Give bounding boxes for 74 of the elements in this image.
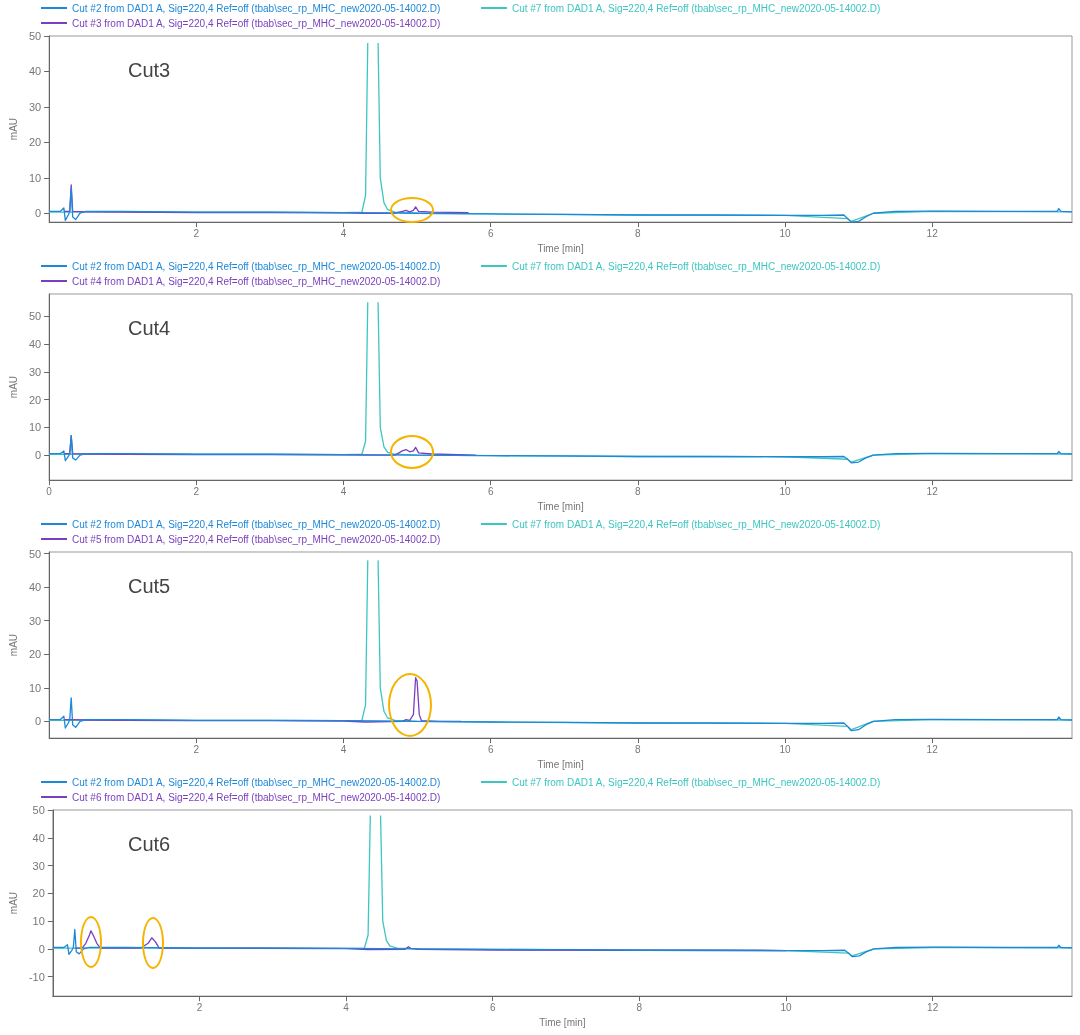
x-tick-label: 4 (340, 485, 347, 497)
x-tick-label: 10 (779, 485, 792, 497)
x-tick-label: 2 (196, 1001, 203, 1013)
annotation: Cut6 (128, 833, 171, 855)
y-tick-label: 30 (28, 614, 42, 627)
y-tick-label: 50 (32, 804, 45, 816)
legend-label: Cut #6 from DAD1 A, Sig=220,4 Ref=off (tbab\sec_rp_MHC_new2020-05-14002.D) (72, 791, 441, 803)
x-tick-label: 12 (927, 1001, 939, 1013)
legend-label: Cut #2 from DAD1 A, Sig=220,4 Ref=off (tbab\sec_rp_MHC_new2020-05-14002.D) (72, 518, 441, 530)
legend-label: Cut #7 from DAD1 A, Sig=220,4 Ref=off (tbab\sec_rp_MHC_new2020-05-14002.D) (511, 776, 881, 788)
y-tick-label: 10 (28, 681, 42, 694)
x-tick-label: 8 (635, 485, 642, 497)
x-axis-title: Time [min] (537, 500, 584, 512)
x-tick-label: 12 (926, 227, 939, 239)
annotation: Cut4 (128, 317, 171, 339)
y-tick-label: 20 (28, 648, 42, 661)
x-tick-label: 10 (780, 1001, 793, 1013)
legend-label: Cut #4 from DAD1 A, Sig=220,4 Ref=off (tbab\sec_rp_MHC_new2020-05-14002.D) (72, 275, 441, 287)
legend-label: Cut #7 from DAD1 A, Sig=220,4 Ref=off (tbab\sec_rp_MHC_new2020-05-14002.D) (511, 2, 881, 14)
y-tick-label: 50 (28, 30, 42, 42)
x-tick-label: 2 (193, 485, 200, 497)
y-tick-label: 40 (28, 338, 42, 350)
y-axis-title: mAU (7, 633, 19, 657)
x-tick-label: 6 (487, 485, 494, 497)
y-tick-label: 30 (28, 365, 42, 378)
legend-label: Cut #2 from DAD1 A, Sig=220,4 Ref=off (tbab\sec_rp_MHC_new2020-05-14002.D) (72, 776, 441, 788)
y-tick-label: 40 (32, 831, 45, 844)
x-tick-label: 6 (487, 227, 494, 239)
y-axis-title: mAU (7, 117, 19, 141)
x-axis-title: Time [min] (537, 242, 584, 254)
y-tick-label: 30 (32, 859, 45, 872)
y-tick-label: 50 (28, 547, 42, 560)
legend-label: Cut #3 from DAD1 A, Sig=220,4 Ref=off (tbab\sec_rp_MHC_new2020-05-14002.D) (72, 17, 441, 29)
y-axis-title: mAU (7, 375, 19, 399)
y-axis-title: mAU (7, 891, 19, 915)
x-tick-label: 12 (926, 743, 939, 755)
y-tick-label: -10 (28, 970, 45, 983)
x-tick-label: 8 (635, 227, 642, 239)
x-tick-label: 8 (636, 1001, 643, 1013)
x-tick-label: 12 (926, 485, 939, 497)
x-tick-label: 4 (340, 743, 347, 755)
y-tick-label: 50 (28, 310, 42, 323)
legend-label: Cut #2 from DAD1 A, Sig=220,4 Ref=off (tbab\sec_rp_MHC_new2020-05-14002.D) (72, 2, 441, 14)
x-tick-label: 4 (340, 227, 347, 239)
legend-label: Cut #7 from DAD1 A, Sig=220,4 Ref=off (tbab\sec_rp_MHC_new2020-05-14002.D) (511, 260, 881, 272)
x-tick-label: 0 (46, 485, 53, 497)
y-tick-label: 0 (35, 715, 42, 728)
annotation: Cut5 (128, 575, 171, 597)
y-tick-label: 30 (28, 100, 42, 113)
legend-label: Cut #2 from DAD1 A, Sig=220,4 Ref=off (tbab\sec_rp_MHC_new2020-05-14002.D) (72, 260, 441, 272)
x-axis-title: Time [min] (537, 758, 584, 770)
x-axis-title: Time [min] (539, 1016, 586, 1028)
x-tick-label: 2 (193, 227, 200, 239)
y-tick-label: 40 (28, 581, 42, 594)
x-tick-label: 4 (343, 1001, 350, 1013)
y-tick-label: 10 (28, 421, 42, 434)
y-tick-label: 10 (28, 171, 42, 184)
y-tick-label: 10 (32, 915, 45, 928)
legend-label: Cut #7 from DAD1 A, Sig=220,4 Ref=off (tbab\sec_rp_MHC_new2020-05-14002.D) (511, 518, 881, 530)
annotation: Cut3 (128, 59, 171, 81)
x-tick-label: 2 (193, 743, 200, 755)
x-tick-label: 6 (489, 1001, 496, 1013)
y-tick-label: 0 (38, 942, 45, 955)
y-tick-label: 20 (28, 136, 42, 149)
legend-label: Cut #5 from DAD1 A, Sig=220,4 Ref=off (tbab\sec_rp_MHC_new2020-05-14002.D) (72, 533, 441, 545)
y-tick-label: 20 (28, 393, 42, 406)
x-tick-label: 8 (635, 743, 642, 755)
x-tick-label: 6 (487, 743, 494, 755)
x-tick-label: 10 (779, 227, 792, 239)
y-tick-label: 20 (32, 887, 45, 900)
x-tick-label: 10 (779, 743, 792, 755)
y-tick-label: 0 (35, 207, 42, 220)
y-tick-label: 0 (35, 449, 42, 462)
y-tick-label: 40 (28, 65, 42, 78)
